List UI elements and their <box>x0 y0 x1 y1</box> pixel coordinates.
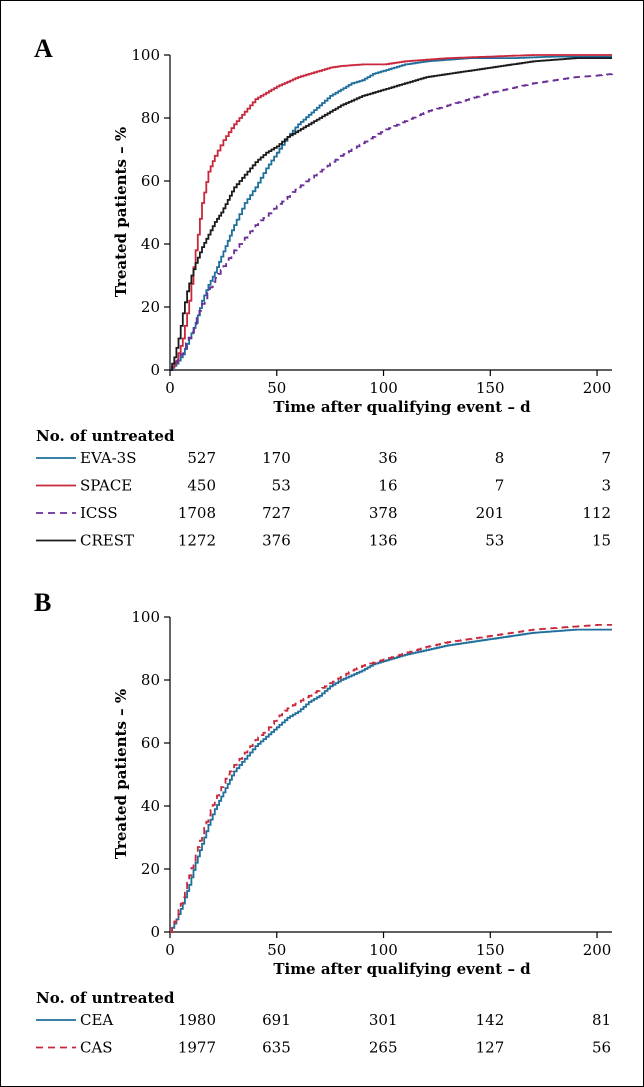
risk-row-label: EVA-3S <box>80 449 136 467</box>
risk-row-start-count: 450 <box>187 477 216 495</box>
y-tick-label: 20 <box>141 298 160 316</box>
y-tick-label: 80 <box>141 671 160 689</box>
panel-b: B 0 20 40 60 80 100 0 50 100 150 200 Treated pati… <box>34 588 612 1057</box>
y-tick-label: 40 <box>141 235 160 253</box>
y-tick-label: 20 <box>141 860 160 878</box>
risk-row-label: CREST <box>80 532 134 550</box>
risk-row-count: 727 <box>262 504 291 522</box>
x-tick-label: 50 <box>267 379 286 397</box>
series-group <box>170 624 612 933</box>
y-tick-label: 0 <box>150 361 160 379</box>
y-axis-label: Treated patients – % <box>112 689 130 859</box>
risk-row-label: CEA <box>80 1011 113 1029</box>
risk-row-count: 53 <box>272 477 291 495</box>
risk-row-count: 7 <box>602 449 612 467</box>
y-tick-label: 60 <box>141 172 160 190</box>
risk-row-count: 56 <box>592 1039 611 1057</box>
series-line-space <box>170 54 612 371</box>
risk-row-count: 376 <box>262 532 291 550</box>
y-axis-ticks: 0 20 40 60 80 100 <box>131 608 170 941</box>
risk-row-count: 378 <box>369 504 398 522</box>
y-axis-ticks: 0 20 40 60 80 100 <box>131 46 170 379</box>
y-tick-label: 100 <box>131 608 160 626</box>
risk-table: CEA 1980 691 301 142 81 CAS 1977 635 265 127 56 <box>36 1011 611 1057</box>
x-tick-label: 100 <box>369 941 398 959</box>
x-tick-label: 0 <box>165 941 175 959</box>
risk-row-count: 112 <box>582 504 611 522</box>
x-tick-label: 100 <box>369 379 398 397</box>
x-axis-ticks: 0 50 100 150 200 <box>165 932 611 959</box>
risk-row-label: SPACE <box>80 477 132 495</box>
risk-row-start-count: 1980 <box>178 1011 216 1029</box>
risk-row-start-count: 1977 <box>178 1039 216 1057</box>
risk-row-count: 53 <box>485 532 504 550</box>
risk-row-count: 170 <box>262 449 291 467</box>
y-axis-label: Treated patients – % <box>112 127 130 297</box>
x-tick-label: 200 <box>583 379 612 397</box>
risk-row-count: 81 <box>592 1011 611 1029</box>
series-line-icss <box>170 73 613 371</box>
y-tick-label: 80 <box>141 109 160 127</box>
risk-row-start-count: 1708 <box>178 504 216 522</box>
x-tick-label: 150 <box>476 379 505 397</box>
risk-row-count: 127 <box>476 1039 505 1057</box>
risk-row-label: CAS <box>80 1039 113 1057</box>
x-axis-label: Time after qualifying event – d <box>273 960 531 978</box>
risk-row-count: 201 <box>476 504 505 522</box>
risk-row-count: 7 <box>495 477 505 495</box>
x-axis-label: Time after qualifying event – d <box>273 398 531 416</box>
series-line-cas <box>170 624 612 933</box>
risk-row-count: 635 <box>262 1039 291 1057</box>
x-tick-label: 150 <box>476 941 505 959</box>
panel-a: A 0 20 40 60 80 100 0 50 100 150 200 Treated pati… <box>34 34 613 550</box>
risk-row-count: 301 <box>369 1011 398 1029</box>
risk-table: EVA-3S 527 170 36 8 7 SPACE 450 53 16 7 3 ICSS 1708 72… <box>36 449 611 550</box>
y-tick-label: 40 <box>141 797 160 815</box>
y-tick-label: 0 <box>150 923 160 941</box>
series-line-eva-3s <box>170 55 612 371</box>
x-axis-ticks: 0 50 100 150 200 <box>165 370 611 397</box>
risk-row-count: 8 <box>495 449 505 467</box>
risk-row-count: 3 <box>602 477 612 495</box>
series-group <box>170 54 613 371</box>
risk-row-start-count: 527 <box>187 449 216 467</box>
risk-table-title: No. of untreated <box>36 427 175 445</box>
y-tick-label: 100 <box>131 46 160 64</box>
risk-row-start-count: 1272 <box>178 532 216 550</box>
risk-row-count: 15 <box>592 532 611 550</box>
x-tick-label: 50 <box>267 941 286 959</box>
series-line-cea <box>170 628 612 933</box>
x-tick-label: 200 <box>583 941 612 959</box>
risk-row-count: 265 <box>369 1039 398 1057</box>
series-line-crest <box>170 57 612 371</box>
y-tick-label: 60 <box>141 734 160 752</box>
risk-row-count: 36 <box>378 449 397 467</box>
risk-row-count: 16 <box>378 477 397 495</box>
risk-row-count: 136 <box>369 532 398 550</box>
risk-table-title: No. of untreated <box>36 989 175 1007</box>
panel-letter-a: A <box>34 34 53 63</box>
risk-row-count: 691 <box>262 1011 291 1029</box>
risk-row-count: 142 <box>476 1011 505 1029</box>
x-tick-label: 0 <box>165 379 175 397</box>
risk-row-label: ICSS <box>80 504 118 522</box>
panel-letter-b: B <box>34 588 51 617</box>
